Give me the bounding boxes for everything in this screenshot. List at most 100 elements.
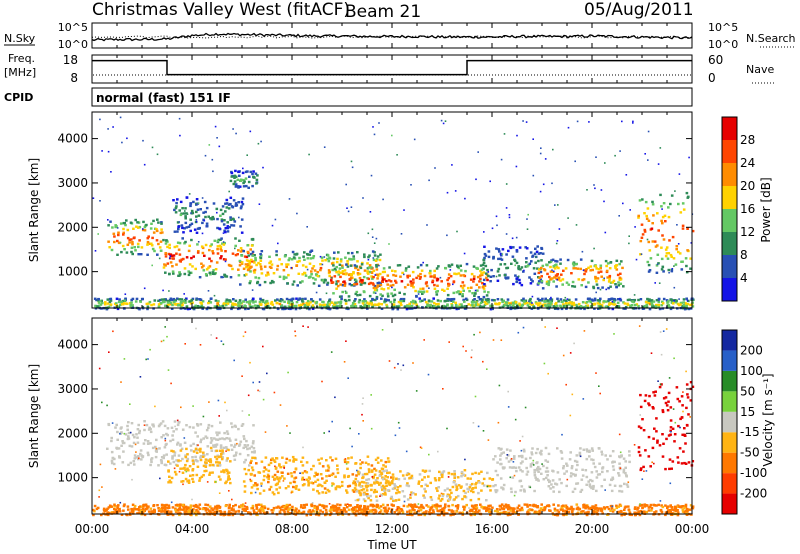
velocity-cell <box>624 460 627 463</box>
power-cell <box>523 300 526 303</box>
velocity-cell <box>617 472 620 475</box>
power-cell <box>657 163 660 165</box>
velocity-cell <box>221 437 224 440</box>
velocity-cell <box>323 487 327 490</box>
power-cell <box>410 284 413 287</box>
power-cell <box>373 242 376 244</box>
velocity-cell <box>194 503 198 507</box>
power-cell <box>275 250 278 253</box>
power-cell <box>539 190 542 193</box>
power-cell <box>404 269 408 272</box>
velocity-cell <box>397 498 401 501</box>
velocity-cell <box>505 448 509 451</box>
power-cell <box>572 264 576 267</box>
velocity-cell <box>222 469 225 472</box>
velocity-cell <box>325 459 328 462</box>
power-cell <box>424 300 428 304</box>
power-cell <box>137 221 141 224</box>
power-cell <box>275 301 279 305</box>
power-cell <box>242 167 244 170</box>
velocity-cell <box>403 477 406 480</box>
power-cell <box>613 303 617 306</box>
velocity-cell <box>228 513 231 517</box>
velocity-cell <box>358 483 361 486</box>
power-cell <box>341 264 344 267</box>
power-cell <box>184 301 187 304</box>
power-cell <box>442 122 445 125</box>
power-cell <box>453 272 456 275</box>
velocity-cell <box>401 474 405 477</box>
power-cell <box>300 303 303 306</box>
velocity-cell <box>220 470 223 473</box>
velocity-cell <box>609 509 612 512</box>
power-cell <box>152 303 156 306</box>
velocity-cell <box>311 509 315 512</box>
power-cell <box>386 274 390 277</box>
velocity-cell <box>475 481 478 485</box>
power-cell <box>246 244 249 247</box>
velocity-cell <box>456 476 460 479</box>
velocity-cell <box>367 478 371 481</box>
power-cell <box>224 230 227 234</box>
velocity-cell <box>598 473 602 476</box>
power-cell <box>234 299 238 302</box>
power-cell <box>249 248 252 251</box>
velocity-cell <box>363 505 367 508</box>
velocity-cell <box>669 406 673 409</box>
velocity-cell <box>346 485 350 488</box>
velocity-cell <box>664 401 668 405</box>
power-cell <box>661 222 664 225</box>
power-cell <box>557 300 560 303</box>
power-cell <box>231 267 234 271</box>
velocity-cell <box>494 484 497 487</box>
power-cell <box>436 299 440 302</box>
velocity-cell <box>539 507 543 510</box>
power-cell <box>227 300 230 304</box>
velocity-cell <box>181 467 185 470</box>
velocity-cell <box>215 449 218 452</box>
power-cell <box>470 300 474 304</box>
velocity-cell <box>681 510 685 513</box>
power-cell <box>677 243 680 245</box>
power-cell <box>285 265 288 269</box>
power-cell <box>444 305 447 308</box>
velocity-cell <box>327 490 331 493</box>
power-cell <box>226 225 230 228</box>
velocity-cell <box>320 484 324 488</box>
power-cell <box>418 297 421 300</box>
power-cell <box>373 298 377 302</box>
velocity-cell <box>283 510 286 513</box>
power-cell <box>304 297 307 300</box>
power-cell <box>149 227 153 230</box>
power-cell <box>661 215 665 219</box>
velocity-cell <box>585 457 589 461</box>
power-cell <box>375 258 379 261</box>
power-cell <box>354 266 358 270</box>
velocity-cell <box>432 510 435 514</box>
power-cell <box>476 267 479 270</box>
velocity-cell <box>444 503 447 506</box>
scatter-region <box>162 237 256 279</box>
velocity-cell <box>171 438 175 441</box>
velocity-cell <box>321 477 324 480</box>
velocity-cell <box>189 444 193 447</box>
power-cell <box>641 306 645 309</box>
velocity-cell <box>574 474 577 477</box>
power-cell <box>193 228 197 231</box>
power-cell <box>498 274 501 277</box>
velocity-cell <box>633 507 637 511</box>
power-cell <box>392 300 396 304</box>
power-cell <box>241 171 245 175</box>
power-cell <box>201 197 204 199</box>
power-cell <box>185 256 189 259</box>
velocity-cell <box>294 509 297 512</box>
power-cell <box>433 274 436 277</box>
power-cell <box>371 305 374 309</box>
velocity-cell <box>219 455 223 458</box>
power-cell <box>510 262 513 265</box>
power-cell <box>179 273 182 276</box>
velocity-cell <box>675 386 679 389</box>
power-cell <box>101 301 104 305</box>
power-cell <box>199 298 203 301</box>
power-cell <box>241 203 245 206</box>
